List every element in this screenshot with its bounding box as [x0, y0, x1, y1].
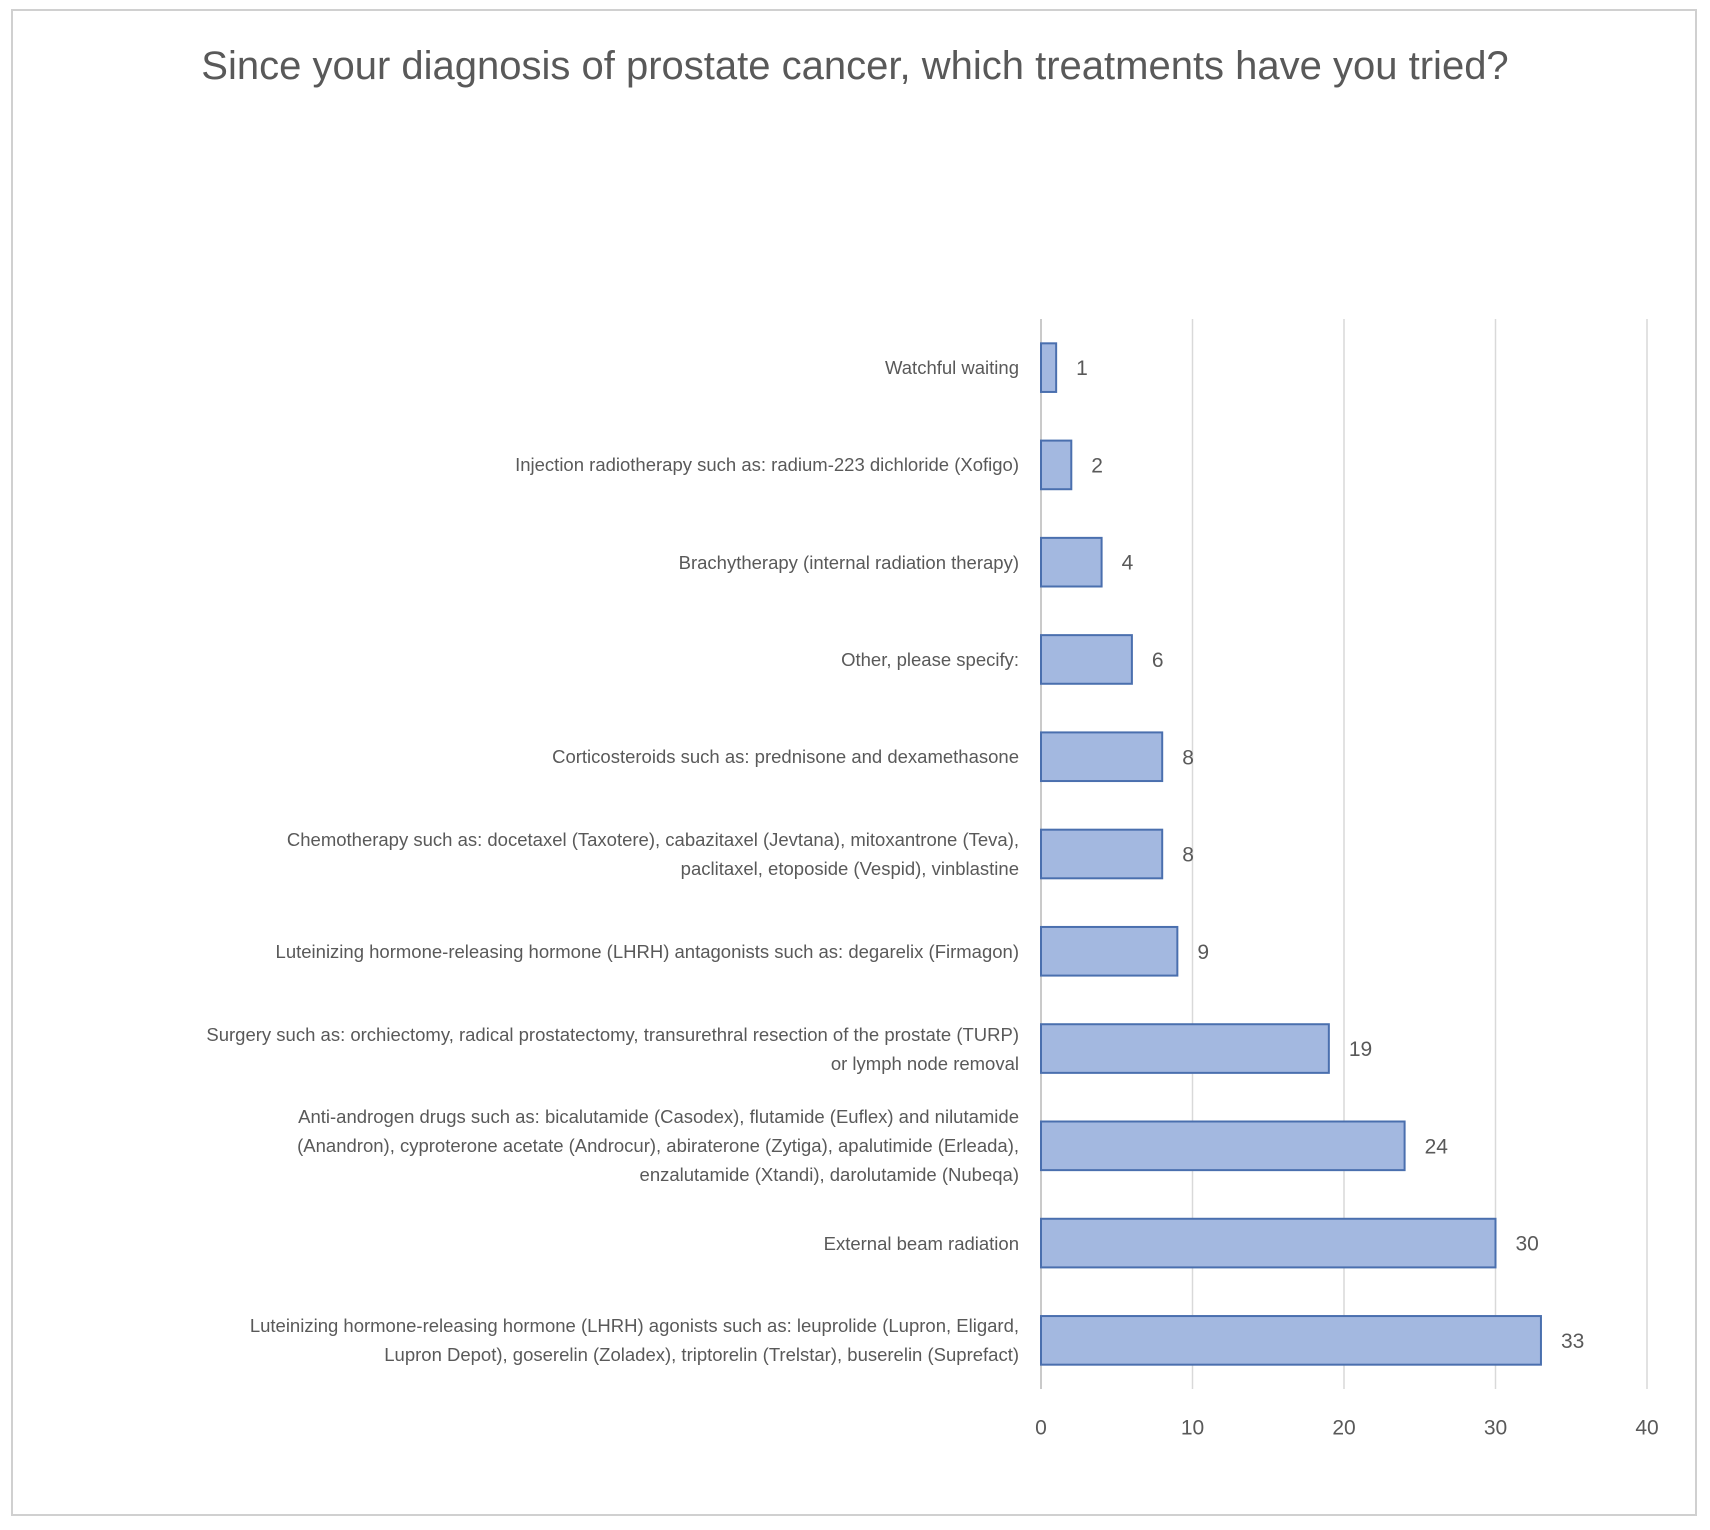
- value-label: 6: [1152, 649, 1164, 672]
- bar: [1040, 536, 1103, 588]
- value-label: 9: [1197, 941, 1209, 964]
- value-label: 1: [1076, 357, 1088, 380]
- x-tick-label: 0: [1035, 1417, 1047, 1440]
- category-label: Other, please specify:: [841, 648, 1019, 670]
- chart-title: Since your diagnosis of prostate cancer,…: [201, 44, 1509, 88]
- bar: [1040, 439, 1073, 491]
- value-label: 24: [1425, 1135, 1449, 1158]
- x-tick-label: 30: [1484, 1417, 1507, 1440]
- value-label: 8: [1182, 746, 1194, 769]
- category-label: Brachytherapy (internal radiation therap…: [678, 551, 1019, 573]
- bar: [1040, 634, 1133, 685]
- category-label: Luteinizing hormone-releasing hormone (L…: [249, 1315, 1019, 1366]
- value-label: 30: [1516, 1233, 1539, 1256]
- value-label: 19: [1349, 1038, 1372, 1061]
- bar: [1040, 925, 1179, 977]
- category-label: Chemotherapy such as: docetaxel (Taxoter…: [286, 828, 1019, 879]
- value-label: 2: [1091, 454, 1103, 477]
- chart-frame: [11, 9, 1697, 1516]
- category-label: Watchful waiting: [884, 357, 1019, 379]
- bar: [1040, 1120, 1406, 1172]
- bar: [1040, 1217, 1497, 1269]
- bar: [1040, 828, 1164, 880]
- category-label: Luteinizing hormone-releasing hormone (L…: [275, 940, 1019, 962]
- category-label: Injection radiotherapy such as: radium-2…: [515, 454, 1019, 476]
- x-tick-label: 10: [1181, 1417, 1204, 1440]
- value-label: 4: [1122, 552, 1134, 575]
- category-label: Surgery such as: orchiectomy, radical pr…: [206, 1023, 1019, 1074]
- value-label: 33: [1561, 1330, 1584, 1353]
- category-label: Anti-androgen drugs such as: bicalutamid…: [297, 1106, 1019, 1186]
- bar: [1040, 1023, 1330, 1074]
- category-label: Corticosteroids such as: prednisone and …: [552, 746, 1019, 768]
- category-label: External beam radiation: [823, 1232, 1019, 1254]
- bar: [1040, 731, 1164, 783]
- value-label: 8: [1182, 844, 1194, 867]
- x-tick-label: 20: [1332, 1417, 1355, 1440]
- bar: [1040, 342, 1058, 393]
- x-tick-label: 40: [1635, 1417, 1658, 1440]
- bar: [1040, 1315, 1542, 1366]
